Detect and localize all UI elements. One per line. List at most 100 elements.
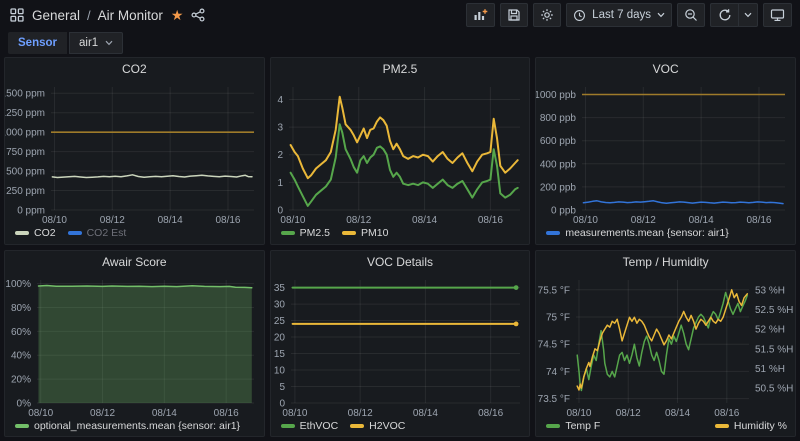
legend-series-color: [15, 231, 29, 235]
svg-text:74 °F: 74 °F: [546, 366, 570, 377]
svg-text:08/16: 08/16: [715, 408, 740, 419]
legend-item[interactable]: EthVOC: [281, 420, 339, 432]
svg-text:4: 4: [277, 95, 283, 106]
svg-text:500 ppm: 500 ppm: [6, 167, 45, 178]
panel-co2: CO2 08/1008/1208/1408/160 ppm250 ppm500 …: [4, 57, 265, 245]
voc-chart-canvas[interactable]: 08/1008/1208/1408/160 ppb200 ppb400 ppb6…: [536, 80, 795, 227]
svg-text:20: 20: [274, 332, 286, 343]
dashboards-grid-icon[interactable]: [10, 8, 24, 22]
svg-text:0 ppm: 0 ppm: [17, 206, 45, 217]
svg-text:08/16: 08/16: [478, 215, 503, 226]
legend-item[interactable]: Temp F: [546, 420, 600, 432]
svg-text:800 ppb: 800 ppb: [540, 113, 577, 124]
chevron-down-icon: [105, 40, 113, 46]
save-dashboard-button[interactable]: [500, 3, 528, 27]
svg-text:25: 25: [274, 316, 286, 327]
svg-text:08/16: 08/16: [478, 408, 503, 419]
favorite-star-icon[interactable]: ★: [171, 8, 184, 22]
legend-item[interactable]: CO2 Est: [68, 227, 127, 239]
svg-text:80%: 80%: [11, 302, 31, 313]
co2-chart-canvas[interactable]: 08/1008/1208/1408/160 ppm250 ppm500 ppm7…: [5, 80, 264, 227]
legend-series-label: CO2 Est: [87, 227, 127, 239]
pm25-chart-canvas[interactable]: 08/1008/1208/1408/1601234: [271, 80, 530, 227]
legend-series-label: measurements.mean {sensor: air1}: [565, 227, 728, 239]
legend-item[interactable]: optional_measurements.mean {sensor: air1…: [15, 420, 240, 432]
svg-text:08/10: 08/10: [573, 215, 598, 226]
legend-item[interactable]: PM2.5: [281, 227, 330, 239]
svg-text:51.5 %H: 51.5 %H: [755, 344, 793, 355]
svg-text:35: 35: [274, 283, 286, 294]
svg-text:08/10: 08/10: [42, 215, 67, 226]
panel-title[interactable]: Temp / Humidity: [536, 251, 795, 273]
svg-text:3: 3: [277, 123, 283, 134]
svg-text:1250 ppm: 1250 ppm: [5, 108, 45, 119]
svg-text:5: 5: [279, 382, 285, 393]
svg-text:53 %H: 53 %H: [755, 285, 785, 296]
refresh-interval-dropdown[interactable]: [738, 3, 758, 27]
legend-series-color: [342, 231, 356, 235]
svg-text:08/12: 08/12: [347, 408, 372, 419]
legend-series-color: [546, 424, 560, 428]
co2-chart-legend: CO2 CO2 Est: [5, 227, 264, 244]
kiosk-mode-button[interactable]: [763, 3, 792, 27]
panel-title[interactable]: Awair Score: [5, 251, 264, 273]
time-range-picker[interactable]: Last 7 days: [566, 3, 672, 27]
svg-text:0 ppb: 0 ppb: [551, 206, 576, 217]
svg-text:250 ppm: 250 ppm: [6, 186, 45, 197]
legend-series-color: [350, 424, 364, 428]
svg-text:1500 ppm: 1500 ppm: [5, 89, 45, 100]
legend-series-color: [281, 231, 295, 235]
voc-details-chart-canvas[interactable]: 08/1008/1208/1408/1605101520253035: [271, 273, 530, 420]
svg-text:15: 15: [274, 349, 286, 360]
temp-humidity-chart-legend: Temp F Humidity %: [536, 419, 795, 436]
legend-series-color: [281, 424, 295, 428]
legend-series-label: optional_measurements.mean {sensor: air1…: [34, 420, 240, 432]
share-icon[interactable]: [191, 8, 205, 22]
svg-text:20%: 20%: [11, 374, 31, 385]
svg-text:60%: 60%: [11, 326, 31, 337]
awair-chart-canvas[interactable]: 08/1008/1208/1408/160%20%40%60%80%100%: [5, 273, 264, 420]
panel-awair-score: Awair Score 08/1008/1208/1408/160%20%40%…: [4, 250, 265, 438]
breadcrumb-dashboard[interactable]: Air Monitor: [98, 8, 163, 23]
svg-text:200 ppb: 200 ppb: [540, 182, 577, 193]
chevron-down-icon: [657, 12, 665, 18]
awair-chart-legend: optional_measurements.mean {sensor: air1…: [5, 419, 264, 436]
legend-item[interactable]: measurements.mean {sensor: air1}: [546, 227, 728, 239]
legend-item[interactable]: Humidity %: [715, 420, 787, 432]
variable-value-dropdown[interactable]: air1: [69, 32, 123, 54]
voc-details-chart-legend: EthVOC H2VOC: [271, 419, 530, 436]
dashboard-settings-button[interactable]: [533, 3, 561, 27]
breadcrumb: General / Air Monitor: [32, 8, 163, 23]
svg-text:75 °F: 75 °F: [546, 312, 570, 323]
legend-item[interactable]: CO2: [15, 227, 56, 239]
panel-pm25: PM2.5 08/1008/1208/1408/1601234 PM2.5PM1…: [270, 57, 531, 245]
legend-series-color: [15, 424, 29, 428]
refresh-button[interactable]: [710, 3, 738, 27]
refresh-button-group: [710, 3, 758, 27]
svg-text:2: 2: [277, 150, 283, 161]
svg-text:08/14: 08/14: [413, 408, 438, 419]
svg-text:1000 ppm: 1000 ppm: [5, 128, 45, 139]
pm25-chart-legend: PM2.5 PM10: [271, 227, 530, 244]
panel-title[interactable]: VOC: [536, 58, 795, 80]
svg-text:08/14: 08/14: [689, 215, 714, 226]
legend-item[interactable]: PM10: [342, 227, 388, 239]
svg-text:08/12: 08/12: [90, 408, 115, 419]
panel-title[interactable]: VOC Details: [271, 251, 530, 273]
breadcrumb-folder[interactable]: General: [32, 8, 80, 23]
legend-item[interactable]: H2VOC: [350, 420, 405, 432]
temp-humidity-chart-canvas[interactable]: 08/1008/1208/1408/1673.5 °F74 °F74.5 °F7…: [536, 273, 795, 420]
svg-text:100%: 100%: [5, 279, 31, 290]
svg-text:74.5 °F: 74.5 °F: [538, 339, 570, 350]
svg-text:52.5 %H: 52.5 %H: [755, 304, 793, 315]
time-range-label: Last 7 days: [592, 9, 651, 21]
legend-series-label: Humidity %: [734, 420, 787, 432]
svg-text:08/14: 08/14: [158, 215, 183, 226]
svg-text:600 ppb: 600 ppb: [540, 136, 577, 147]
panel-title[interactable]: CO2: [5, 58, 264, 80]
add-panel-button[interactable]: [466, 3, 495, 27]
svg-text:08/12: 08/12: [100, 215, 125, 226]
panel-title[interactable]: PM2.5: [271, 58, 530, 80]
legend-series-label: Temp F: [565, 420, 600, 432]
zoom-out-time-button[interactable]: [677, 3, 705, 27]
